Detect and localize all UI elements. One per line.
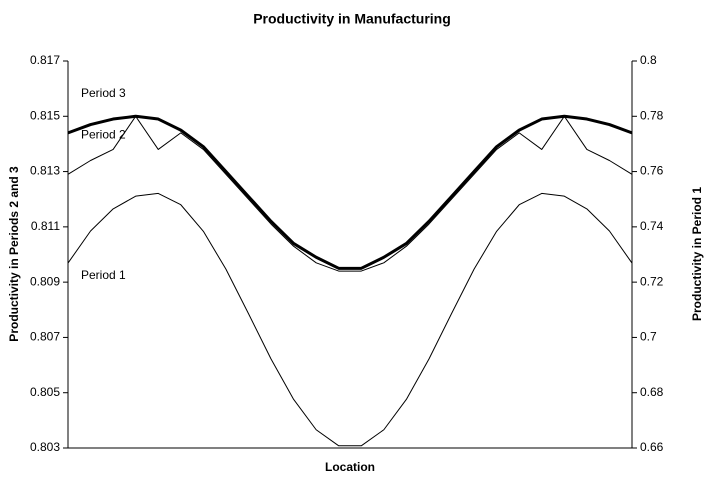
- series-label: Period 3: [81, 86, 126, 100]
- x-axis-label: Location: [325, 460, 375, 474]
- series-line: [67, 192, 633, 447]
- series-line: [67, 115, 633, 272]
- y-tick-label: 0.813: [30, 164, 60, 178]
- chart-title: Productivity in Manufacturing: [253, 11, 451, 27]
- y-tick-label: 0.803: [30, 440, 60, 454]
- y2-axis-label: Productivity in Period 1: [690, 187, 704, 321]
- y-tick-label: 0.811: [31, 219, 60, 233]
- y-axis-label: Productivity in Periods 2 and 3: [7, 166, 21, 342]
- y2-tick-label: 0.74: [640, 219, 664, 233]
- series-line: [67, 114, 633, 270]
- series-label: Period 1: [81, 268, 126, 282]
- y2-tick-label: 0.7: [640, 330, 657, 344]
- y2-tick-label: 0.72: [640, 274, 664, 288]
- y2-tick-label: 0.78: [640, 108, 664, 122]
- y-tick-label: 0.817: [30, 53, 60, 67]
- y-tick-label: 0.807: [30, 330, 60, 344]
- series-label: Period 2: [81, 128, 126, 142]
- y-tick-label: 0.805: [30, 385, 60, 399]
- y-tick-label: 0.809: [30, 274, 60, 288]
- y2-tick-label: 0.8: [640, 53, 657, 67]
- y2-tick-label: 0.66: [640, 440, 664, 454]
- y2-tick-label: 0.76: [640, 164, 664, 178]
- y2-tick-label: 0.68: [640, 385, 664, 399]
- y-tick-label: 0.815: [30, 108, 60, 122]
